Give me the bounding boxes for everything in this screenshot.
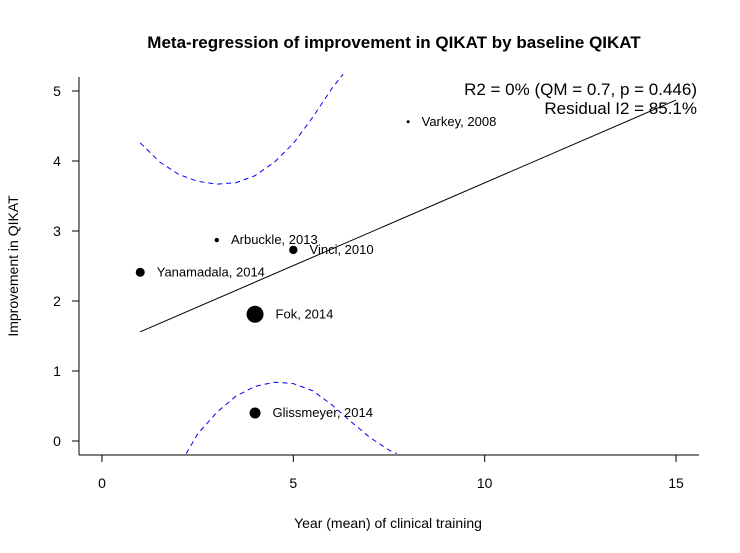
study-point <box>406 120 410 124</box>
r2-annotation: R2 = 0% (QM = 0.7, p = 0.446) <box>464 80 697 99</box>
ci-lower-curve <box>185 381 397 455</box>
study-point <box>214 237 219 243</box>
study-label: Yanamadala, 2014 <box>157 264 265 279</box>
y-axis-label: Improvement in QIKAT <box>5 195 21 337</box>
study-label: Varkey, 2008 <box>422 114 497 129</box>
study-point <box>249 407 261 419</box>
chart-title: Meta-regression of improvement in QIKAT … <box>147 33 641 52</box>
x-tick-label: 0 <box>98 475 106 491</box>
study-point <box>289 245 298 255</box>
axis-frame <box>78 77 699 456</box>
x-tick-label: 10 <box>477 475 493 491</box>
ci-upper-curve <box>139 73 344 185</box>
y-axis-ticks: 0 1 2 3 4 5 <box>53 83 79 449</box>
residual-i2-annotation: Residual I2 = 85.1% <box>544 99 697 118</box>
y-tick-label: 5 <box>53 83 61 99</box>
y-tick-label: 1 <box>53 363 61 379</box>
regression-line <box>140 99 677 333</box>
study-label: Vinci, 2010 <box>310 242 374 257</box>
study-point <box>246 305 264 323</box>
y-tick-label: 4 <box>53 153 61 169</box>
study-label: Glissmeyer, 2014 <box>273 405 373 420</box>
study-label: Arbuckle, 2013 <box>231 232 318 247</box>
y-tick-label: 3 <box>53 223 61 239</box>
regression-layer <box>140 99 677 333</box>
x-axis-ticks: 0 5 10 15 <box>98 455 684 491</box>
study-point <box>135 267 145 277</box>
study-label: Fok, 2014 <box>276 306 334 321</box>
confidence-band <box>139 73 397 455</box>
x-axis-label: Year (mean) of clinical training <box>294 515 482 531</box>
y-tick-label: 0 <box>53 433 61 449</box>
y-tick-label: 2 <box>53 293 61 309</box>
x-tick-label: 5 <box>289 475 297 491</box>
x-tick-label: 15 <box>668 475 684 491</box>
